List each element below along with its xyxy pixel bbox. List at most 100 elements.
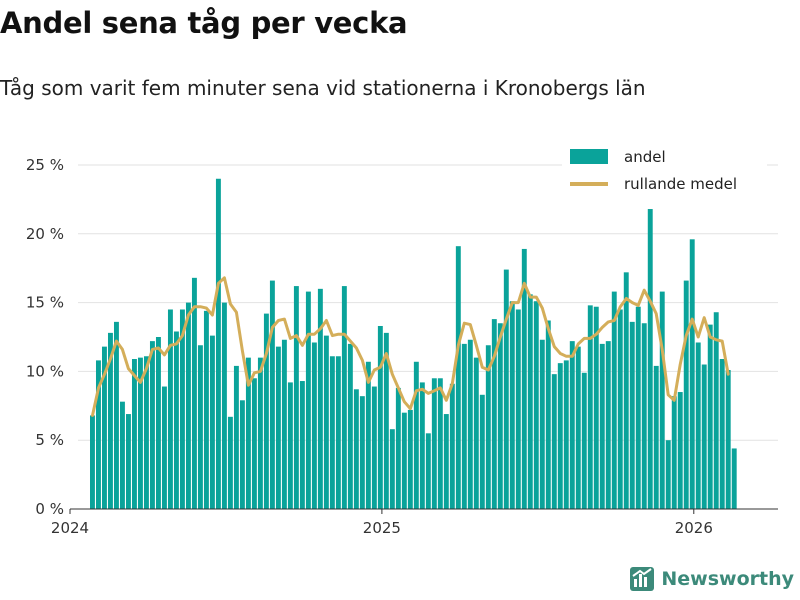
- bar: [557, 363, 563, 509]
- bar: [251, 378, 257, 509]
- bar: [479, 394, 485, 509]
- bar: [659, 291, 665, 509]
- bar: [443, 414, 449, 509]
- bar: [539, 339, 545, 509]
- bar: [695, 342, 701, 509]
- bar: [587, 305, 593, 509]
- bar: [719, 359, 725, 509]
- bar: [239, 400, 245, 509]
- y-tick-label: 5 %: [35, 431, 64, 449]
- bar: [599, 343, 605, 509]
- bar: [701, 364, 707, 509]
- newsworthy-logo: Newsworthy: [629, 566, 794, 592]
- x-tick-label: 2024: [51, 519, 89, 537]
- bar: [605, 341, 611, 509]
- bar: [635, 306, 641, 509]
- bar: [131, 359, 137, 509]
- bar: [419, 382, 425, 509]
- bar: [515, 309, 521, 509]
- bar: [107, 332, 113, 509]
- bar: [323, 335, 329, 509]
- bar: [725, 370, 731, 509]
- bar: [689, 239, 695, 509]
- bar: [455, 246, 461, 509]
- bar: [167, 309, 173, 509]
- x-tick-label: 2026: [675, 519, 713, 537]
- y-tick-label: 25 %: [26, 156, 64, 174]
- bar: [137, 357, 143, 509]
- bar: [311, 342, 317, 509]
- bar: [563, 360, 569, 509]
- bar: [269, 280, 275, 509]
- bar: [125, 414, 131, 509]
- bar: [149, 341, 155, 509]
- bar: [293, 286, 299, 509]
- series-line-rullande-medel: [91, 276, 730, 417]
- bar: [545, 320, 551, 509]
- bar: [521, 248, 527, 509]
- bar: [449, 383, 455, 509]
- bar: [665, 440, 671, 509]
- bar: [371, 386, 377, 509]
- bar: [197, 345, 203, 509]
- chart-logo-icon: [630, 567, 655, 591]
- brand-name: Newsworthy: [661, 568, 794, 590]
- y-tick-label: 10 %: [26, 362, 64, 380]
- bar: [425, 433, 431, 509]
- bar: [503, 269, 509, 509]
- legend-label-andel: andel: [624, 148, 666, 166]
- bar: [119, 401, 125, 509]
- bar: [623, 272, 629, 509]
- bar: [713, 312, 719, 509]
- bar: [365, 361, 371, 509]
- bar: [263, 313, 269, 509]
- bar: [377, 325, 383, 509]
- bar: [683, 280, 689, 509]
- bar: [569, 341, 575, 509]
- bar: [581, 372, 587, 509]
- bar: [467, 339, 473, 509]
- legend-swatch-andel: [570, 149, 608, 164]
- bar: [341, 286, 347, 509]
- y-tick-label: 15 %: [26, 294, 64, 312]
- bar: [473, 357, 479, 509]
- bar: [335, 356, 341, 509]
- bar: [593, 306, 599, 509]
- bar: [113, 321, 119, 509]
- bar: [437, 378, 443, 509]
- bar: [203, 310, 209, 509]
- x-tick-label: 2025: [363, 519, 401, 537]
- bar: [155, 337, 161, 509]
- bar: [185, 302, 191, 509]
- bar: [671, 396, 677, 509]
- chart-subtitle: Tåg som varit fem minuter sena vid stati…: [0, 76, 646, 100]
- bar: [161, 386, 167, 509]
- bar: [287, 382, 293, 509]
- bar: [497, 323, 503, 509]
- bar: [509, 301, 515, 509]
- chart-title: Andel sena tåg per vecka: [0, 6, 408, 40]
- bar: [617, 309, 623, 509]
- bar: [347, 343, 353, 509]
- bar: [395, 387, 401, 509]
- bar: [275, 346, 281, 509]
- y-tick-label: 20 %: [26, 225, 64, 243]
- bar: [413, 361, 419, 509]
- bar: [383, 332, 389, 509]
- bar: [707, 324, 713, 509]
- bar: [299, 381, 305, 509]
- bar: [257, 357, 263, 509]
- bar: [281, 339, 287, 509]
- bar: [95, 360, 101, 509]
- bar: [533, 301, 539, 509]
- bar: [611, 291, 617, 509]
- bar: [359, 396, 365, 509]
- bar: [227, 416, 233, 509]
- bar: [143, 356, 149, 509]
- bar: [551, 374, 557, 509]
- bar: [173, 331, 179, 509]
- bar: [233, 365, 239, 509]
- bar: [179, 309, 185, 509]
- bar: [353, 389, 359, 509]
